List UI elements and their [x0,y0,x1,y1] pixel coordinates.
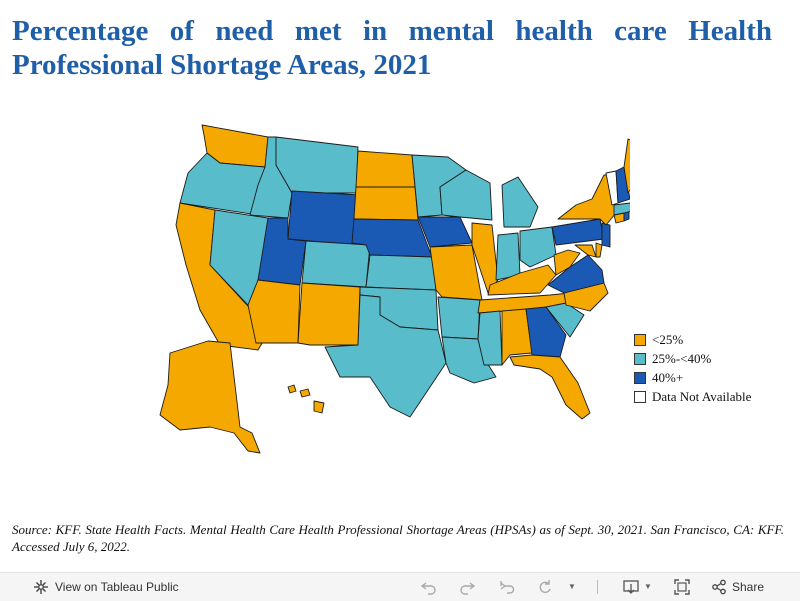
chevron-down-icon[interactable]: ▼ [644,582,652,591]
toolbar-divider [597,580,598,594]
us-map [70,115,630,460]
legend-swatch [634,334,646,346]
state-arizona [248,280,300,343]
state-ohio [520,227,556,267]
state-south-dakota [354,187,418,220]
state-arkansas [438,297,480,339]
legend-label: <25% [652,332,683,348]
fullscreen-icon[interactable] [673,578,691,599]
state-kansas [366,255,436,290]
share-button[interactable]: Share [711,579,764,595]
state-delaware [596,243,602,257]
legend-swatch [634,391,646,403]
legend-label: Data Not Available [652,389,751,405]
state-north-dakota [356,151,415,187]
undo-icon[interactable] [420,578,438,599]
share-icon [711,579,727,595]
legend-item-25-40: 25%-<40% [634,349,751,368]
state-michigan [502,177,538,227]
legend-swatch [634,372,646,384]
state-new-mexico [298,283,360,345]
legend-label: 25%-<40% [652,351,711,367]
legend-item-lt25: <25% [634,330,751,349]
state-new-york [558,175,616,225]
legend-swatch [634,353,646,365]
state-colorado [302,241,370,287]
state-montana [276,137,358,193]
tableau-toolbar: View on Tableau Public ▼ ▼ Share [0,572,800,601]
chart-title: Percentage of need met in mental health … [12,14,772,82]
revert-icon[interactable] [498,578,516,599]
state-indiana [496,233,520,280]
refresh-icon[interactable] [536,578,554,599]
source-note: Source: KFF. State Health Facts. Mental … [12,521,784,555]
state-florida [510,355,590,419]
download-icon[interactable] [622,578,640,599]
legend-label: 40%+ [652,370,683,386]
view-on-tableau-link[interactable]: View on Tableau Public [33,579,179,595]
share-label: Share [732,580,764,594]
state-wyoming [288,191,360,245]
state-hawaii-3 [314,401,324,413]
state-hawaii-2 [300,389,310,397]
chevron-down-icon[interactable]: ▼ [568,582,576,591]
legend-item-40plus: 40%+ [634,368,751,387]
redo-icon[interactable] [458,578,476,599]
state-pennsylvania [552,219,604,245]
state-alaska [160,341,260,453]
state-missouri [430,245,482,300]
tableau-icon [33,579,49,595]
state-hawaii-1 [288,385,296,393]
legend: <25% 25%-<40% 40%+ Data Not Available [634,330,751,406]
legend-item-na: Data Not Available [634,387,751,406]
view-on-tableau-label: View on Tableau Public [55,580,179,594]
state-new-jersey [602,223,610,247]
